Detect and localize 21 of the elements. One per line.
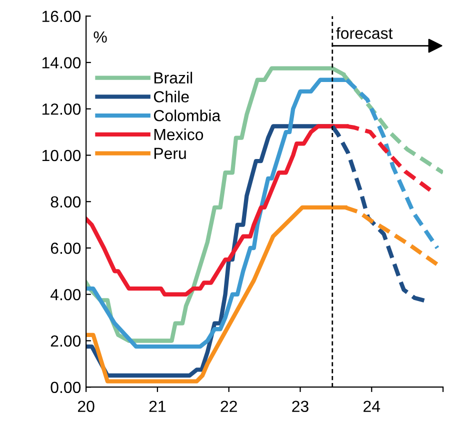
x-tick-label: 24 — [364, 400, 380, 412]
legend-label: Brazil — [154, 72, 192, 84]
y-tick-label: 16.00 — [42, 10, 81, 22]
ref-line-label: forecast — [336, 27, 393, 39]
y-tick-label: 8.00 — [50, 196, 81, 208]
x-tick-label: 23 — [292, 400, 308, 412]
y-tick-label: 10.00 — [42, 150, 81, 162]
y-tick-label: 0.00 — [50, 382, 81, 394]
y-tick-label: 12.00 — [42, 103, 81, 115]
x-tick-label: 22 — [220, 400, 237, 412]
legend-label: Colombia — [154, 110, 221, 122]
y-tick-label: 2.00 — [50, 335, 81, 347]
y-tick-label: 6.00 — [50, 242, 81, 254]
y-tick-label: 4.00 — [50, 288, 81, 300]
x-tick-label: 21 — [149, 400, 166, 412]
legend-label: Chile — [154, 90, 189, 102]
legend-label: Peru — [154, 148, 186, 160]
y-axis-title: % — [94, 31, 107, 43]
legend-label: Mexico — [154, 128, 204, 140]
y-tick-label: 14.00 — [42, 57, 81, 68]
x-tick-label: 20 — [78, 400, 94, 412]
